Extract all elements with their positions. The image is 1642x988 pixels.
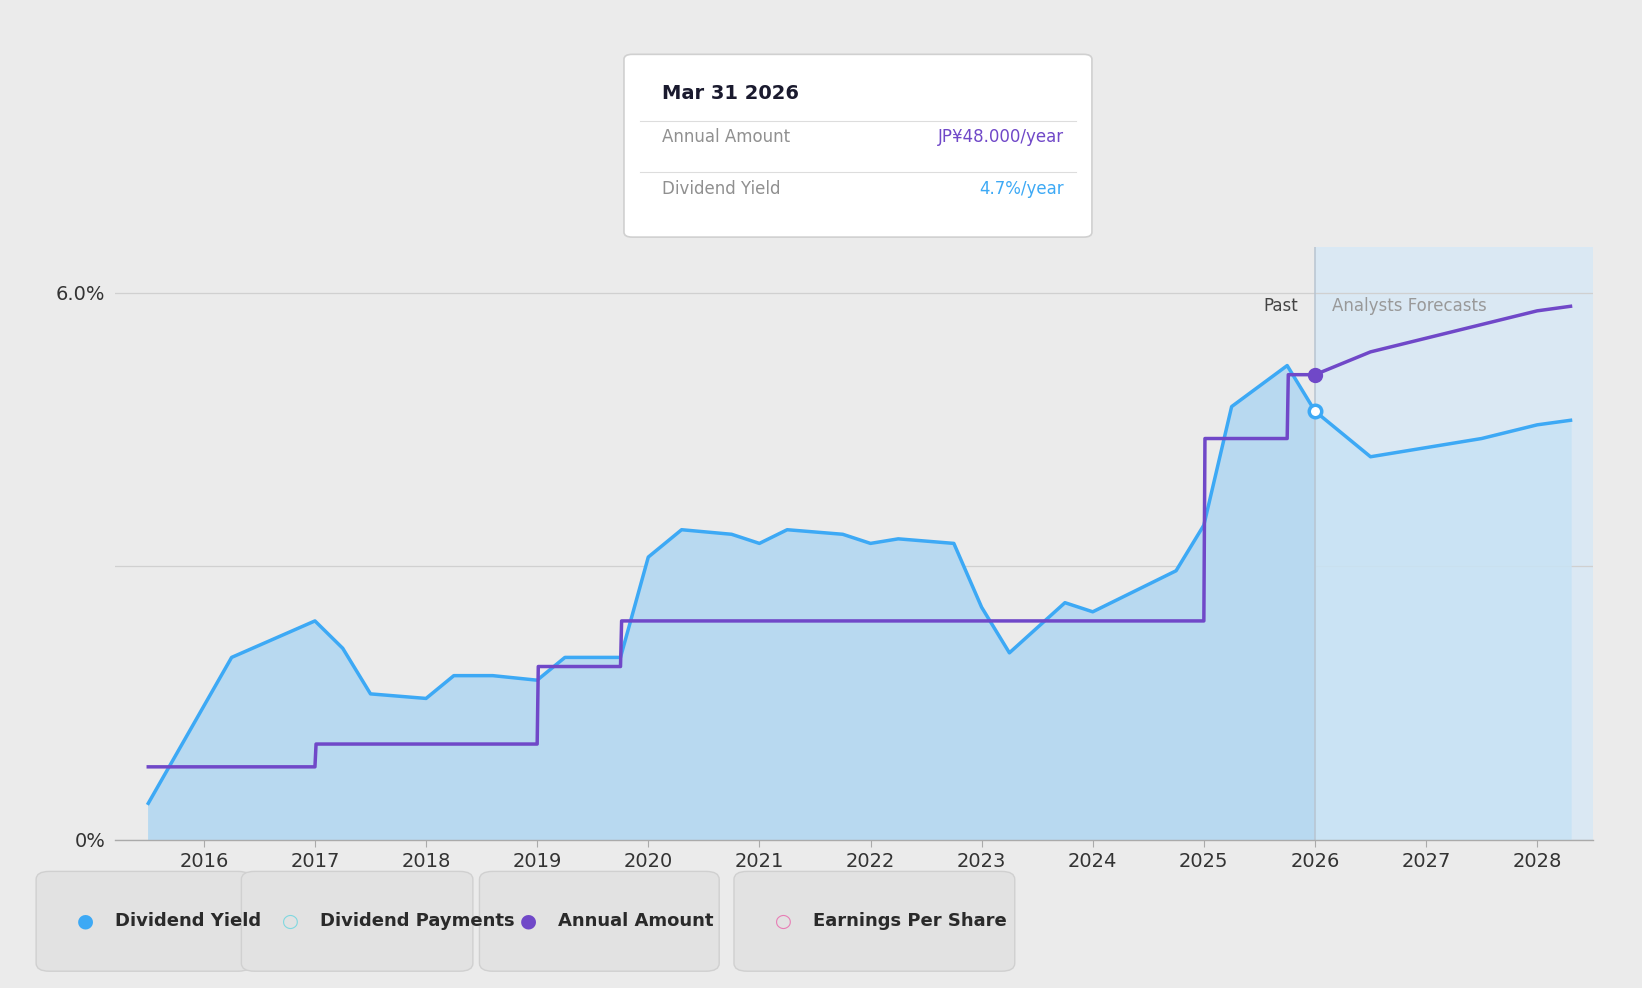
Text: Annual Amount: Annual Amount <box>662 128 790 146</box>
Text: 4.7%/year: 4.7%/year <box>979 180 1064 198</box>
Text: Dividend Yield: Dividend Yield <box>662 180 780 198</box>
Bar <box>1315 247 1593 840</box>
Text: ●: ● <box>77 912 94 931</box>
Text: Dividend Yield: Dividend Yield <box>115 912 261 931</box>
Text: JP¥48.000/year: JP¥48.000/year <box>938 128 1064 146</box>
Text: Annual Amount: Annual Amount <box>558 912 714 931</box>
Text: Analysts Forecasts: Analysts Forecasts <box>1332 297 1486 315</box>
Text: ○: ○ <box>775 912 791 931</box>
Text: Past: Past <box>1264 297 1299 315</box>
Text: ●: ● <box>521 912 537 931</box>
Text: ○: ○ <box>282 912 299 931</box>
Text: Dividend Payments: Dividend Payments <box>320 912 516 931</box>
Text: Mar 31 2026: Mar 31 2026 <box>662 84 798 103</box>
Text: Earnings Per Share: Earnings Per Share <box>813 912 1007 931</box>
